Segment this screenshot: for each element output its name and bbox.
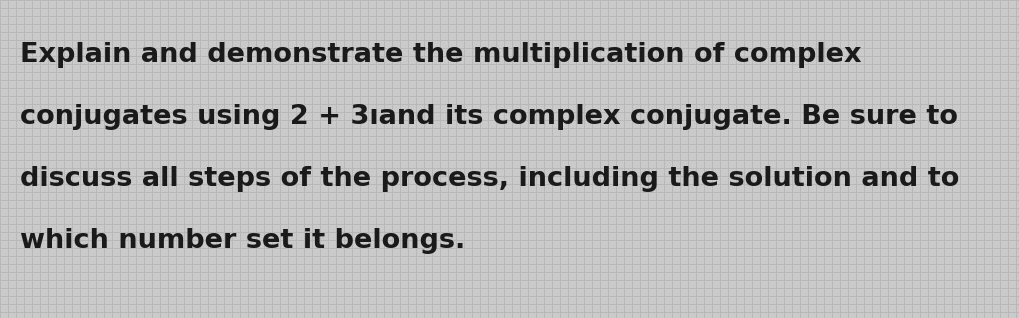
Text: conjugates using 2 + 3ıand its complex conjugate. Be sure to: conjugates using 2 + 3ıand its complex c… bbox=[20, 104, 958, 130]
Text: discuss all steps of the process, including the solution and to: discuss all steps of the process, includ… bbox=[20, 166, 959, 192]
Text: which number set it belongs.: which number set it belongs. bbox=[20, 228, 466, 254]
Text: Explain and demonstrate the multiplication of complex: Explain and demonstrate the multiplicati… bbox=[20, 42, 861, 68]
